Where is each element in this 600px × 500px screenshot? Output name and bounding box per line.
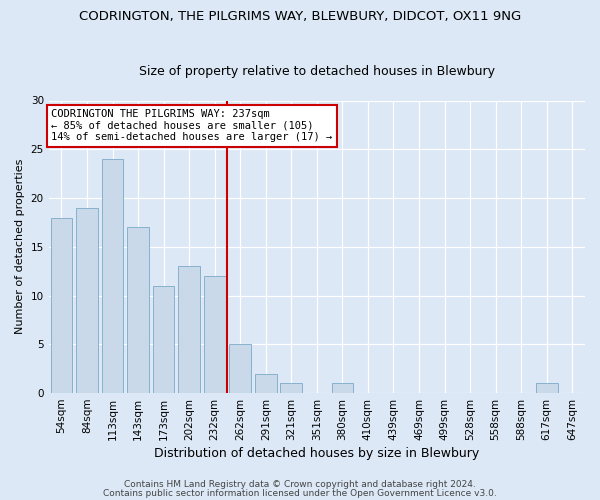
Bar: [178, 266, 200, 393]
Text: Contains public sector information licensed under the Open Government Licence v3: Contains public sector information licen…: [103, 488, 497, 498]
Bar: [127, 228, 149, 393]
Bar: [229, 344, 251, 393]
Bar: [153, 286, 175, 393]
Text: CODRINGTON THE PILGRIMS WAY: 237sqm
← 85% of detached houses are smaller (105)
1: CODRINGTON THE PILGRIMS WAY: 237sqm ← 85…: [52, 110, 332, 142]
Bar: [50, 218, 72, 393]
Bar: [280, 384, 302, 393]
Title: Size of property relative to detached houses in Blewbury: Size of property relative to detached ho…: [139, 66, 495, 78]
Bar: [204, 276, 226, 393]
Y-axis label: Number of detached properties: Number of detached properties: [15, 159, 25, 334]
X-axis label: Distribution of detached houses by size in Blewbury: Distribution of detached houses by size …: [154, 447, 479, 460]
Bar: [255, 374, 277, 393]
Bar: [536, 384, 557, 393]
Text: Contains HM Land Registry data © Crown copyright and database right 2024.: Contains HM Land Registry data © Crown c…: [124, 480, 476, 489]
Bar: [76, 208, 98, 393]
Bar: [101, 159, 124, 393]
Text: CODRINGTON, THE PILGRIMS WAY, BLEWBURY, DIDCOT, OX11 9NG: CODRINGTON, THE PILGRIMS WAY, BLEWBURY, …: [79, 10, 521, 23]
Bar: [332, 384, 353, 393]
